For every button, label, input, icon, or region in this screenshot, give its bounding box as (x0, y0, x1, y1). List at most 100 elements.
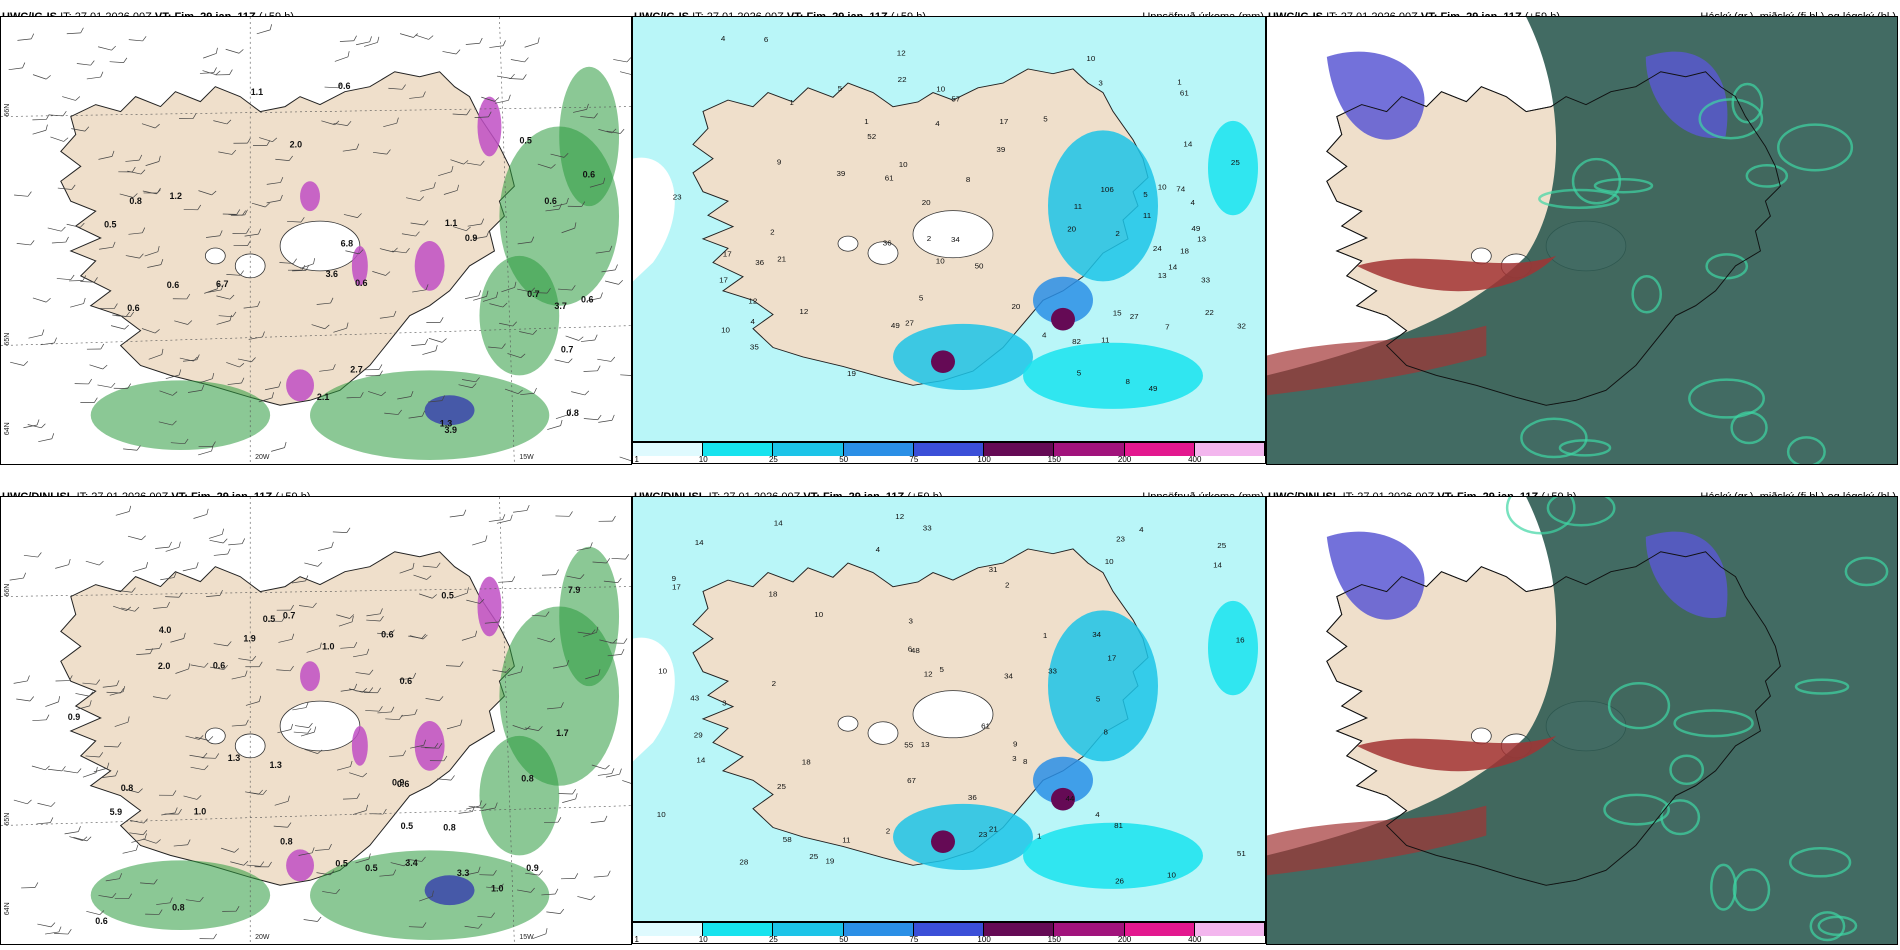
barb-flag (141, 535, 146, 541)
wind-barb (501, 281, 517, 293)
wind-barb (488, 514, 506, 522)
legend-tick-label: 150 (1047, 455, 1062, 464)
wind-barb (541, 569, 559, 576)
barb-flag (169, 897, 173, 903)
barb-shaft (334, 56, 349, 62)
barb-shaft (486, 886, 501, 889)
wind-barb (274, 795, 290, 806)
wind-barb (372, 271, 391, 276)
cloud-contour (1730, 411, 1768, 445)
barb-flag (477, 866, 481, 873)
barb-flag (479, 37, 483, 44)
wind-barb (604, 280, 623, 285)
barb-flag (187, 320, 193, 325)
precip-value-label: 14 (1213, 561, 1223, 570)
wind-barb (48, 766, 66, 772)
wind-barb (461, 377, 480, 383)
wind-barb (201, 753, 220, 759)
wind-value-label: 0.6 (127, 303, 139, 313)
precip-map[interactable]: 8 4 36 20 61 7 1 2 4 10 5 2 5 10 12 11 18 8 13 19 20 21 3 50 17 3… (632, 16, 1266, 442)
barb-shaft (577, 631, 592, 635)
precip-max (1051, 307, 1075, 331)
wind-barb (544, 816, 562, 823)
precip-legend: 1 10 25 50 75 100 150 200 400 (632, 442, 1266, 464)
wind-barb (199, 67, 217, 74)
wind-barb (489, 302, 508, 308)
barb-flag (80, 27, 84, 34)
precip-value-label: 17 (719, 276, 728, 285)
barb-flag (574, 222, 577, 229)
barb-flag (369, 669, 374, 675)
precip-map[interactable]: 10 33 34 25 9 10 3 2 3 4 5 8 12 17 18 25 21 43 61 67 44 81 14 4… (632, 496, 1266, 922)
wind-value-label: 5.9 (110, 807, 122, 817)
wind-map[interactable]: 66N 65N 64N 20W 15W 0.7 0.7 0.5 0.6 2.0 1.3 0.6 0.6 0… (0, 16, 632, 465)
barb-shaft (385, 718, 400, 721)
precip-value-label: 10 (1086, 54, 1096, 63)
precip-value-label: 14 (696, 755, 706, 764)
cloud-map[interactable] (1266, 16, 1898, 465)
barb-shaft (466, 805, 480, 810)
wind-value-label: 1.1 (445, 218, 457, 228)
wind-barb (408, 922, 427, 928)
barb-shaft (489, 45, 504, 48)
barb-flag (379, 616, 384, 622)
wind-barb (199, 933, 217, 940)
barb-flag (491, 912, 495, 918)
barb-flag (317, 749, 323, 754)
wind-barb (159, 390, 178, 396)
wind-barb (231, 719, 249, 727)
barb-flag (598, 669, 601, 675)
cloud-contour (1571, 157, 1622, 205)
barb-shaft (504, 388, 519, 395)
barb-shaft (332, 531, 347, 533)
wind-barb (231, 670, 248, 680)
wind-barb (349, 688, 367, 693)
barb-flag (324, 324, 330, 330)
barb-shaft (601, 269, 616, 273)
wind-barb (481, 802, 498, 811)
barb-flag (153, 879, 158, 885)
wind-barb (80, 277, 98, 283)
legend-tick-label: 200 (1117, 455, 1132, 464)
wind-barb (165, 541, 181, 552)
barb-flag (290, 604, 294, 611)
barb-shaft (276, 669, 291, 672)
precip-area (1033, 756, 1093, 804)
cloud-contour (1593, 178, 1654, 194)
precip-value-label: 2 (927, 234, 931, 243)
barb-flag (128, 893, 132, 899)
barb-flag (611, 768, 615, 774)
cloud-map[interactable] (1266, 496, 1898, 945)
wind-barb (57, 184, 76, 190)
wind-barb (580, 334, 598, 342)
barb-shaft (245, 791, 259, 795)
barb-shaft (97, 384, 112, 388)
precip-value-label: 25 (1217, 541, 1226, 550)
wind-barb (13, 799, 32, 805)
wind-barb (193, 508, 209, 519)
barb-flag (433, 182, 436, 188)
wind-map[interactable]: 66N 65N 64N 20W 15W 0.8 0.7 0.8 1.0 0.6 0.5 0.8 0.6 0… (0, 496, 632, 945)
barb-shaft (204, 288, 218, 294)
barb-shaft (199, 378, 213, 384)
precip-value-label: 9 (777, 158, 781, 167)
barb-flag (626, 57, 631, 63)
wind-barb (619, 71, 631, 76)
wind-barb (401, 231, 420, 237)
wind-barb (533, 288, 551, 294)
precip-max (1051, 787, 1075, 811)
barb-flag (439, 317, 444, 323)
barb-shaft (399, 677, 414, 681)
wind-barb (198, 445, 214, 456)
wind-barb (125, 253, 144, 259)
lon-tick-label: 20W (255, 934, 270, 941)
barb-shaft (595, 250, 610, 254)
barb-flag (219, 589, 223, 596)
barb-shaft (300, 263, 314, 269)
barb-flag (82, 836, 88, 841)
precip-value-label: 2 (1005, 581, 1009, 590)
cloud-contour (1731, 82, 1764, 124)
wind-value-label: 7.9 (568, 585, 580, 595)
wind-value-label: 0.6 (338, 81, 350, 91)
